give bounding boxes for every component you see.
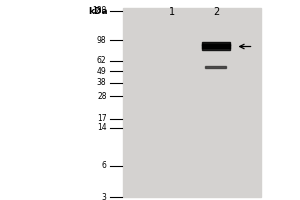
Text: 38: 38 [97,78,106,87]
Text: 6: 6 [102,161,106,170]
Text: kDa: kDa [88,7,108,16]
Text: 1: 1 [169,7,175,17]
Text: 2: 2 [213,7,219,17]
Text: 17: 17 [97,114,106,123]
Bar [123,8,261,197]
Bar [202,44,230,48]
Text: 14: 14 [97,123,106,132]
Text: 3: 3 [102,192,106,200]
Text: 49: 49 [97,67,106,76]
Bar [202,42,230,46]
Text: 62: 62 [97,56,106,65]
Bar [206,66,226,68]
Bar [202,47,230,50]
Text: 28: 28 [97,92,106,101]
Text: 98: 98 [97,36,106,45]
Text: 188: 188 [92,6,106,15]
